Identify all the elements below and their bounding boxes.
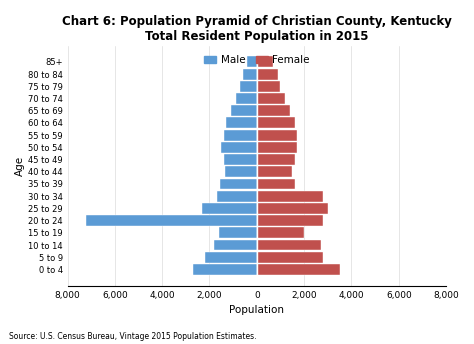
- Bar: [202, 203, 257, 214]
- Bar: [240, 81, 257, 92]
- Bar: [193, 264, 257, 275]
- Bar: [257, 215, 323, 226]
- Legend: Male, Female: Male, Female: [200, 51, 314, 69]
- Bar: [214, 239, 257, 250]
- Bar: [243, 69, 257, 80]
- X-axis label: Population: Population: [229, 305, 284, 315]
- Bar: [257, 166, 292, 177]
- Bar: [257, 203, 328, 214]
- Y-axis label: Age: Age: [15, 155, 25, 176]
- Bar: [86, 215, 257, 226]
- Bar: [225, 166, 257, 177]
- Bar: [247, 56, 257, 67]
- Bar: [226, 118, 257, 128]
- Bar: [224, 154, 257, 165]
- Bar: [257, 154, 295, 165]
- Bar: [257, 56, 273, 67]
- Bar: [257, 93, 285, 104]
- Bar: [257, 118, 295, 128]
- Bar: [220, 179, 257, 190]
- Bar: [257, 264, 340, 275]
- Bar: [205, 252, 257, 263]
- Bar: [224, 130, 257, 141]
- Bar: [257, 252, 323, 263]
- Bar: [257, 130, 297, 141]
- Bar: [221, 142, 257, 153]
- Bar: [257, 227, 304, 238]
- Bar: [219, 227, 257, 238]
- Bar: [257, 239, 321, 250]
- Bar: [257, 191, 323, 202]
- Bar: [257, 105, 290, 116]
- Title: Chart 6: Population Pyramid of Christian County, Kentucky
Total Resident Populat: Chart 6: Population Pyramid of Christian…: [62, 15, 452, 43]
- Bar: [257, 81, 281, 92]
- Bar: [257, 142, 297, 153]
- Bar: [231, 105, 257, 116]
- Bar: [217, 191, 257, 202]
- Bar: [257, 69, 278, 80]
- Bar: [236, 93, 257, 104]
- Bar: [257, 179, 295, 190]
- Text: Source: U.S. Census Bureau, Vintage 2015 Population Estimates.: Source: U.S. Census Bureau, Vintage 2015…: [9, 332, 257, 341]
